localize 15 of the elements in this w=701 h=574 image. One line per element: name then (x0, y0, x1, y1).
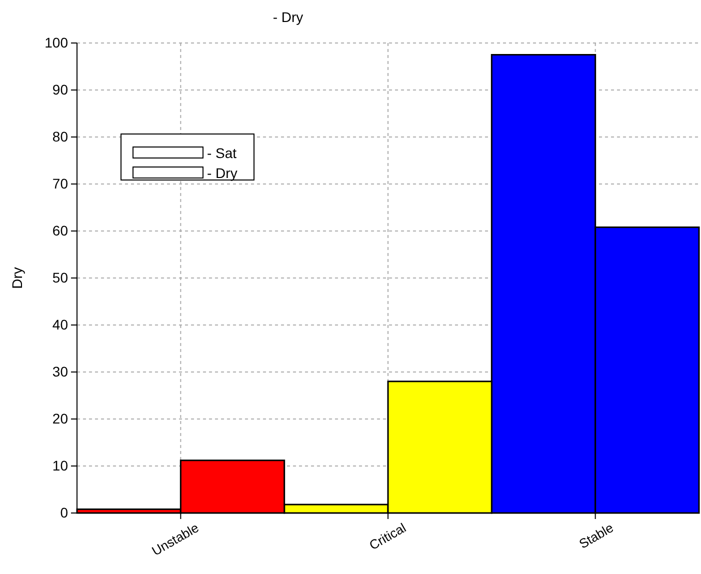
y-tick-label: 10 (52, 457, 68, 474)
legend-label: - Dry (207, 165, 238, 181)
chart-title: - Dry (272, 9, 304, 25)
y-tick-label: 90 (52, 81, 68, 98)
y-axis-title: Dry (9, 267, 25, 289)
y-tick-label: 40 (52, 316, 68, 332)
y-tick-label: 50 (52, 269, 68, 286)
y-tick-label: 60 (52, 222, 68, 238)
legend-label: - Sat (207, 145, 237, 161)
y-tick-label: 70 (52, 175, 68, 192)
y-tick-label: 80 (52, 128, 68, 144)
y-tick-label: 0 (60, 504, 68, 520)
y-tick-label: 30 (52, 363, 68, 380)
y-tick-label: 100 (44, 34, 68, 50)
y-tick-label: 20 (52, 410, 68, 426)
